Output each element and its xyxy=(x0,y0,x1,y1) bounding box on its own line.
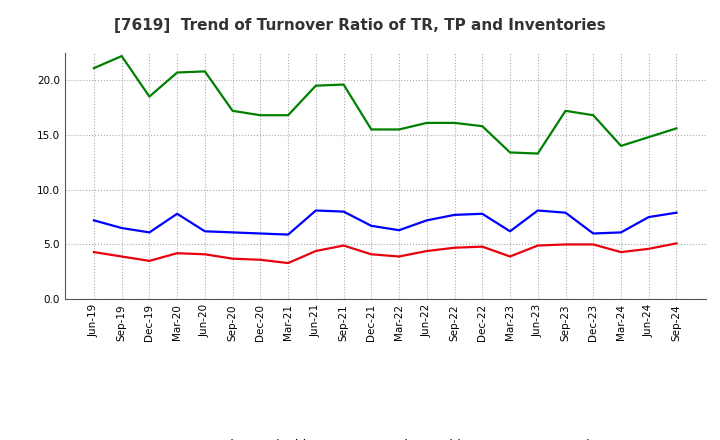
Line: Inventories: Inventories xyxy=(94,56,677,154)
Trade Payables xyxy=(534,208,542,213)
Trade Payables xyxy=(284,232,292,237)
Inventories xyxy=(173,70,181,75)
Inventories xyxy=(423,120,431,125)
Trade Payables xyxy=(395,227,403,233)
Trade Receivables xyxy=(339,243,348,248)
Trade Payables xyxy=(644,214,653,220)
Trade Payables xyxy=(89,218,98,223)
Trade Receivables xyxy=(256,257,265,262)
Trade Receivables xyxy=(450,245,459,250)
Trade Receivables xyxy=(644,246,653,252)
Trade Payables xyxy=(228,230,237,235)
Trade Receivables xyxy=(89,249,98,255)
Trade Receivables xyxy=(284,260,292,266)
Trade Receivables xyxy=(173,250,181,256)
Trade Receivables xyxy=(117,254,126,259)
Trade Receivables xyxy=(367,252,376,257)
Inventories xyxy=(616,143,625,149)
Inventories xyxy=(505,150,514,155)
Inventories xyxy=(395,127,403,132)
Trade Receivables xyxy=(589,242,598,247)
Inventories xyxy=(117,53,126,59)
Trade Payables xyxy=(145,230,154,235)
Inventories xyxy=(450,120,459,125)
Inventories xyxy=(284,113,292,118)
Text: [7619]  Trend of Turnover Ratio of TR, TP and Inventories: [7619] Trend of Turnover Ratio of TR, TP… xyxy=(114,18,606,33)
Line: Trade Payables: Trade Payables xyxy=(94,210,677,235)
Trade Payables xyxy=(256,231,265,236)
Trade Receivables xyxy=(201,252,210,257)
Trade Payables xyxy=(117,225,126,231)
Inventories xyxy=(367,127,376,132)
Inventories xyxy=(312,83,320,88)
Inventories xyxy=(339,82,348,87)
Inventories xyxy=(201,69,210,74)
Trade Receivables xyxy=(228,256,237,261)
Trade Payables xyxy=(423,218,431,223)
Inventories xyxy=(644,135,653,140)
Legend: Trade Receivables, Trade Payables, Inventories: Trade Receivables, Trade Payables, Inven… xyxy=(161,433,610,440)
Inventories xyxy=(589,113,598,118)
Trade Payables xyxy=(616,230,625,235)
Trade Receivables xyxy=(534,243,542,248)
Trade Receivables xyxy=(395,254,403,259)
Trade Receivables xyxy=(561,242,570,247)
Trade Payables xyxy=(312,208,320,213)
Inventories xyxy=(228,108,237,114)
Trade Receivables xyxy=(505,254,514,259)
Trade Receivables xyxy=(312,248,320,253)
Trade Receivables xyxy=(145,258,154,264)
Inventories xyxy=(561,108,570,114)
Inventories xyxy=(672,126,681,131)
Trade Receivables xyxy=(616,249,625,255)
Trade Payables xyxy=(672,210,681,215)
Trade Payables xyxy=(589,231,598,236)
Trade Payables xyxy=(201,229,210,234)
Inventories xyxy=(534,151,542,156)
Inventories xyxy=(478,124,487,129)
Inventories xyxy=(145,94,154,99)
Trade Payables xyxy=(339,209,348,214)
Trade Payables xyxy=(561,210,570,215)
Trade Receivables xyxy=(672,241,681,246)
Line: Trade Receivables: Trade Receivables xyxy=(94,243,677,263)
Trade Payables xyxy=(173,211,181,216)
Trade Receivables xyxy=(478,244,487,249)
Trade Payables xyxy=(367,223,376,228)
Inventories xyxy=(256,113,265,118)
Inventories xyxy=(89,66,98,71)
Trade Receivables xyxy=(423,248,431,253)
Trade Payables xyxy=(450,212,459,217)
Trade Payables xyxy=(505,229,514,234)
Trade Payables xyxy=(478,211,487,216)
